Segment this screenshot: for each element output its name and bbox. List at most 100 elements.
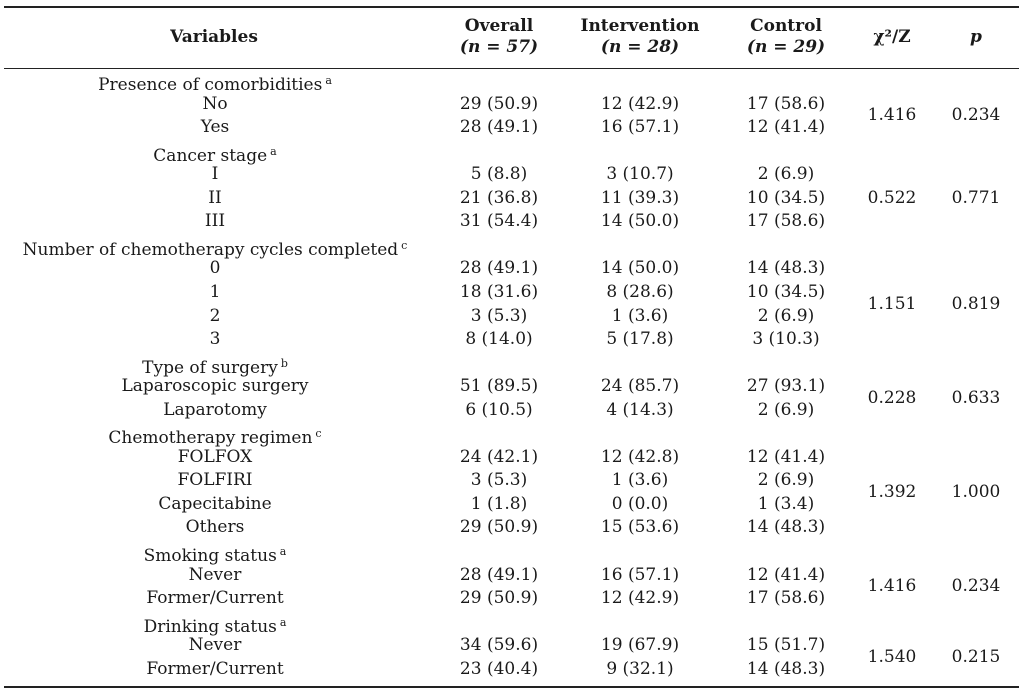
table-bottom-rule bbox=[4, 686, 1019, 688]
header-control-n: (n = 29) bbox=[746, 37, 826, 57]
table-row: Laparoscopic surgery 51 (89.5) 24 (85.7) 27… bbox=[4, 375, 1019, 399]
cell-control: 10 (34.5) bbox=[746, 187, 826, 208]
cell-overall: 18 (31.6) bbox=[459, 281, 539, 302]
cell-overall: 6 (10.5) bbox=[465, 399, 533, 420]
cell-control: 17 (58.6) bbox=[746, 211, 826, 232]
cell-control: 12 (41.4) bbox=[746, 117, 826, 138]
cell-overall: 28 (49.1) bbox=[459, 258, 539, 279]
group-title-text: Cancer stage bbox=[153, 145, 268, 166]
chi-square-value: 1.392 bbox=[867, 482, 917, 503]
header-rule bbox=[4, 68, 1019, 69]
table-row: Others 29 (50.9) 15 (53.6) 14 (48.3) bbox=[4, 516, 1019, 540]
cell-control: 2 (6.9) bbox=[757, 305, 815, 326]
p-value: 0.771 bbox=[951, 187, 1001, 208]
footnote-marker: a bbox=[279, 545, 287, 558]
cell-control: 12 (41.4) bbox=[746, 564, 826, 585]
row-label: Laparoscopic surgery bbox=[121, 376, 309, 397]
cell-overall: 3 (5.3) bbox=[470, 470, 528, 491]
cell-overall: 8 (14.0) bbox=[465, 329, 533, 350]
row-label: Former/Current bbox=[146, 588, 284, 609]
cell-intervention: 8 (28.6) bbox=[606, 281, 674, 302]
chi-square-value: 1.540 bbox=[867, 646, 917, 667]
header-control: Control (n = 29) bbox=[726, 6, 846, 68]
row-label: Never bbox=[188, 635, 242, 656]
row-label: 2 bbox=[209, 305, 221, 326]
group-title-text: Smoking status bbox=[143, 546, 277, 566]
row-label: Laparotomy bbox=[163, 399, 267, 420]
row-label: Yes bbox=[200, 117, 230, 138]
row-label: Others bbox=[185, 517, 245, 538]
footnote-marker: b bbox=[280, 356, 288, 370]
p-value: 0.215 bbox=[951, 646, 1001, 667]
cell-overall: 5 (8.8) bbox=[470, 164, 528, 185]
group-title: Number of chemotherapy cycles completed c bbox=[4, 234, 426, 263]
chi-square-value: 1.416 bbox=[867, 105, 917, 126]
cell-intervention: 1 (3.6) bbox=[611, 305, 669, 326]
cell-control: 15 (51.7) bbox=[746, 635, 826, 656]
header-intervention-label: Intervention bbox=[580, 16, 700, 36]
cell-intervention: 11 (39.3) bbox=[600, 187, 680, 208]
group-title-text: Number of chemotherapy cycles completed bbox=[22, 239, 399, 260]
cell-control: 14 (48.3) bbox=[746, 517, 826, 538]
table-row: FOLFIRI 3 (5.3) 1 (3.6) 2 (6.9) bbox=[4, 469, 1019, 493]
group-title-text: Type of surgery bbox=[142, 357, 278, 378]
table-row: No 29 (50.9) 12 (42.9) 17 (58.6) bbox=[4, 93, 1019, 117]
cell-overall: 28 (49.1) bbox=[459, 564, 539, 585]
cell-intervention: 4 (14.3) bbox=[606, 399, 674, 420]
footnote-marker: c bbox=[315, 427, 322, 441]
table-row: 2 3 (5.3) 1 (3.6) 2 (6.9) bbox=[4, 305, 1019, 329]
p-value: 0.234 bbox=[951, 576, 1001, 597]
cell-intervention: 24 (85.7) bbox=[600, 376, 680, 397]
cell-overall: 29 (50.9) bbox=[459, 517, 539, 538]
header-variables-label: Variables bbox=[170, 26, 258, 47]
data-table: Variables Overall (n = 57) Intervention … bbox=[4, 6, 1019, 688]
p-value: 1.000 bbox=[951, 482, 1001, 503]
cell-control: 27 (93.1) bbox=[746, 376, 826, 397]
group-title-row: Cancer stage a bbox=[4, 140, 1019, 166]
row-label: 0 bbox=[209, 258, 221, 279]
group-title-text: Presence of comorbidities bbox=[98, 75, 323, 95]
cell-intervention: 5 (17.8) bbox=[606, 329, 674, 350]
cell-control: 2 (6.9) bbox=[757, 164, 815, 185]
group-title-row: Chemotherapy regimen c bbox=[4, 422, 1019, 448]
group-title-text: Chemotherapy regimen bbox=[108, 428, 313, 449]
group-title: Smoking status a bbox=[4, 540, 426, 569]
cell-control: 2 (6.9) bbox=[757, 470, 815, 491]
group-title-row: Smoking status a bbox=[4, 540, 1019, 566]
header-overall-label: Overall bbox=[464, 16, 534, 36]
row-label: Former/Current bbox=[146, 658, 284, 679]
cell-overall: 24 (42.1) bbox=[459, 446, 539, 467]
cell-overall: 28 (49.1) bbox=[459, 117, 539, 138]
cell-overall: 29 (50.9) bbox=[459, 93, 539, 114]
cell-overall: 51 (89.5) bbox=[459, 376, 539, 397]
group-title: Chemotherapy regimen c bbox=[4, 422, 426, 451]
row-label: No bbox=[202, 93, 228, 114]
header-intervention: Intervention (n = 28) bbox=[570, 6, 710, 68]
header-intervention-n: (n = 28) bbox=[600, 37, 680, 57]
footnote-marker: a bbox=[325, 74, 332, 87]
chi-square-value: 1.151 bbox=[867, 293, 917, 314]
cell-intervention: 12 (42.9) bbox=[600, 93, 680, 114]
header-overall-n: (n = 57) bbox=[459, 37, 539, 57]
table-row: 3 8 (14.0) 5 (17.8) 3 (10.3) bbox=[4, 328, 1019, 352]
cell-intervention: 16 (57.1) bbox=[600, 564, 680, 585]
header-overall: Overall (n = 57) bbox=[434, 6, 564, 68]
group-title: Type of surgery b bbox=[4, 352, 426, 381]
footnote-marker: a bbox=[270, 144, 277, 158]
cell-intervention: 19 (67.9) bbox=[600, 635, 680, 656]
header-variables: Variables bbox=[114, 6, 314, 68]
table-top-rule bbox=[4, 6, 1019, 8]
header-chi-label: χ²/Z bbox=[873, 26, 911, 47]
group-title-row: Number of chemotherapy cycles completed c bbox=[4, 234, 1019, 260]
cell-control: 12 (41.4) bbox=[746, 446, 826, 467]
group-title: Presence of comorbidities a bbox=[4, 69, 426, 98]
table-row: III 31 (54.4) 14 (50.0) 17 (58.6) bbox=[4, 210, 1019, 234]
cell-overall: 31 (54.4) bbox=[459, 211, 539, 232]
chi-square-value: 0.522 bbox=[867, 187, 917, 208]
cell-intervention: 15 (53.6) bbox=[600, 517, 680, 538]
cell-intervention: 16 (57.1) bbox=[600, 117, 680, 138]
row-label: II bbox=[208, 187, 222, 208]
cell-intervention: 12 (42.9) bbox=[600, 588, 680, 609]
cell-control: 2 (6.9) bbox=[757, 399, 815, 420]
cell-overall: 1 (1.8) bbox=[470, 493, 528, 514]
